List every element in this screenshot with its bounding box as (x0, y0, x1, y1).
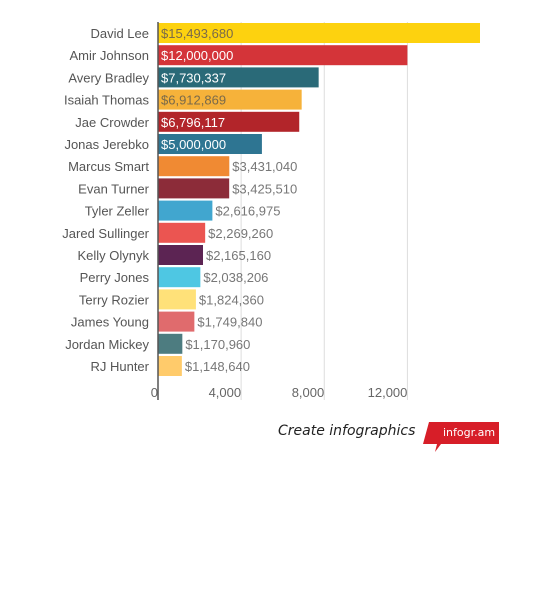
bar (158, 222, 206, 243)
value-label: $6,796,117 (161, 115, 225, 130)
value-label: $2,269,260 (208, 226, 273, 241)
category-label: Jared Sullinger (62, 226, 149, 241)
logo-text: infogr.am (443, 426, 496, 439)
bar (158, 333, 183, 354)
value-label: $1,749,840 (197, 315, 262, 330)
create-infographics-text[interactable]: Create infographics (278, 423, 416, 439)
category-label: Jonas Jerebko (64, 137, 149, 152)
bar (158, 45, 408, 66)
value-label: $1,148,640 (185, 359, 250, 374)
value-label: $12,000,000 (161, 48, 233, 63)
bar (158, 23, 480, 43)
bar (158, 267, 201, 288)
value-label: $3,425,510 (232, 181, 297, 196)
bar (158, 67, 319, 88)
category-label: David Lee (90, 26, 149, 41)
bar (158, 156, 230, 177)
category-label: James Young (71, 315, 149, 330)
infogram-logo[interactable]: infogr.am (423, 422, 499, 452)
category-label: Tyler Zeller (85, 204, 150, 219)
value-label: $1,170,960 (185, 337, 250, 352)
x-tick-label: 12,000 (368, 385, 408, 400)
logo-ribbon-icon (423, 422, 499, 452)
value-label: $6,912,869 (161, 93, 226, 108)
value-label: $5,000,000 (161, 137, 226, 152)
bars (158, 23, 480, 376)
bar (158, 356, 182, 376)
value-label: $2,038,206 (203, 270, 268, 285)
x-tick-label: 8,000 (292, 385, 325, 400)
category-labels: David Lee Amir Johnson Avery Bradley Isaiah… (62, 26, 149, 374)
value-label: $2,165,160 (206, 248, 271, 263)
bar (158, 289, 196, 310)
category-label: Avery Bradley (68, 70, 149, 85)
category-label: Marcus Smart (68, 159, 149, 174)
x-axis-ticks: 0 4,000 8,000 12,000 (151, 385, 408, 400)
category-label: RJ Hunter (90, 359, 149, 374)
category-label: Perry Jones (80, 270, 150, 285)
bar-chart: David Lee Amir Johnson Avery Bradley Isaiah… (62, 22, 480, 400)
value-label: $3,431,040 (232, 159, 297, 174)
bar (158, 89, 302, 110)
bar (158, 311, 195, 332)
value-label: $15,493,680 (161, 26, 233, 41)
bar (158, 245, 203, 265)
category-label: Jae Crowder (75, 115, 149, 130)
bar (158, 178, 230, 199)
category-label: Amir Johnson (70, 48, 149, 63)
value-labels: $15,493,680 $12,000,000 $7,730,337 $6,912,8… (161, 26, 297, 374)
value-label: $7,730,337 (161, 70, 226, 85)
bar (158, 134, 262, 154)
category-label: Jordan Mickey (65, 337, 149, 352)
category-label: Evan Turner (78, 181, 149, 196)
bar (158, 111, 300, 132)
category-label: Terry Rozier (79, 292, 150, 307)
bar (158, 200, 213, 221)
value-label: $2,616,975 (215, 204, 280, 219)
category-label: Kelly Olynyk (77, 248, 149, 263)
value-label: $1,824,360 (199, 292, 264, 307)
x-tick-label: 0 (151, 385, 158, 400)
category-label: Isaiah Thomas (64, 93, 150, 108)
x-tick-label: 4,000 (209, 385, 242, 400)
